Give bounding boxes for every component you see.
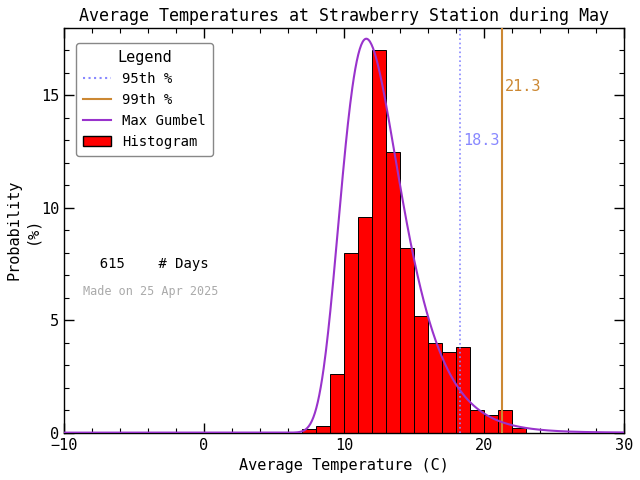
Bar [498, 410, 512, 432]
Bar [484, 415, 498, 432]
Title: Average Temperatures at Strawberry Station during May: Average Temperatures at Strawberry Stati… [79, 7, 609, 25]
Max Gumbel [96, 430, 104, 435]
Line: Max Gumbel: Max Gumbel [64, 39, 640, 432]
Bar [470, 410, 484, 432]
Legend: 95th %, 99th %, Max Gumbel, Histogram: 95th %, 99th %, Max Gumbel, Histogram [76, 43, 213, 156]
Bar [330, 374, 344, 432]
Max Gumbel [507, 422, 515, 428]
Bar [386, 152, 400, 432]
Bar [302, 429, 316, 432]
Bar [428, 343, 442, 432]
Max Gumbel [418, 289, 426, 295]
Bar [316, 426, 330, 432]
Bar [456, 347, 470, 432]
X-axis label: Average Temperature (C): Average Temperature (C) [239, 458, 449, 473]
Y-axis label: Probability
(%): Probability (%) [7, 180, 39, 280]
Max Gumbel [435, 348, 443, 353]
Bar [358, 217, 372, 432]
Max Gumbel [567, 429, 575, 434]
Bar [512, 428, 526, 432]
Bar [372, 50, 386, 432]
Max Gumbel [403, 216, 410, 222]
Text: 615    # Days: 615 # Days [83, 257, 209, 271]
Bar [442, 352, 456, 432]
Bar [414, 316, 428, 432]
Max Gumbel [362, 36, 370, 42]
Bar [400, 248, 414, 432]
Max Gumbel [60, 430, 68, 435]
Text: 21.3: 21.3 [505, 79, 541, 94]
Text: Made on 25 Apr 2025: Made on 25 Apr 2025 [83, 285, 219, 298]
Text: 18.3: 18.3 [463, 133, 499, 148]
Bar [344, 253, 358, 432]
